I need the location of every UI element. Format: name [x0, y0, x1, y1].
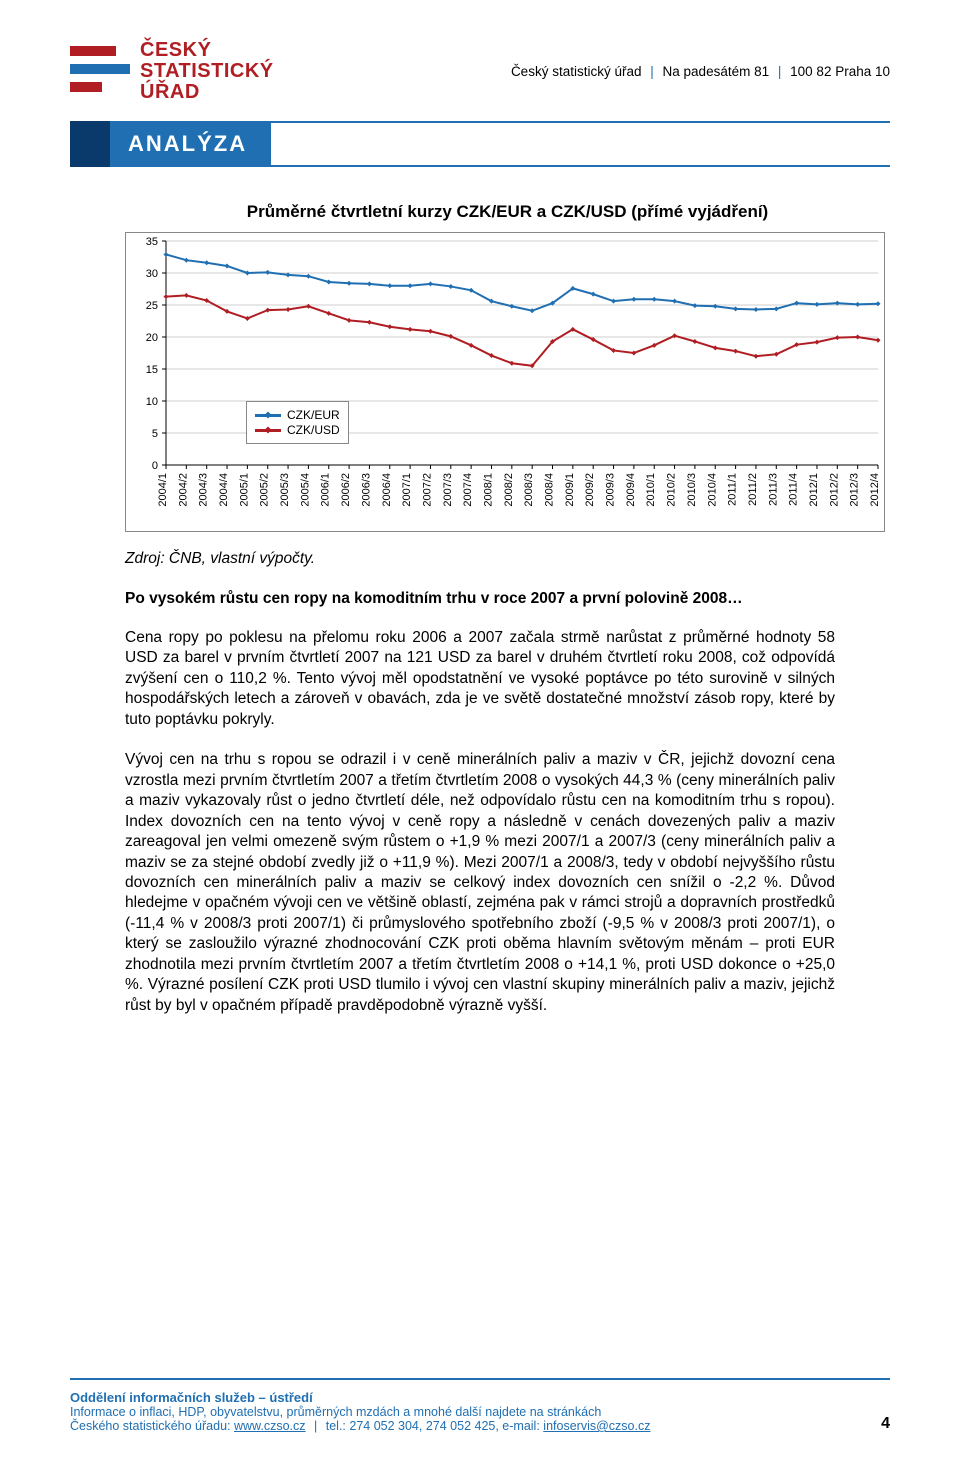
chart-svg: 0 5 10 15 20 25 30 35 2004/1 2004/2 2004/3 2004/4 20…: [126, 233, 885, 532]
svg-text:2008/2: 2008/2: [503, 473, 515, 507]
address-city: 100 82 Praha 10: [790, 64, 890, 79]
footer-tel: 274 052 304, 274 052 425: [349, 1419, 495, 1433]
body-paragraph: Vývoj cen na trhu s ropou se odrazil i v…: [125, 750, 835, 1016]
svg-text:2011/4: 2011/4: [788, 473, 800, 506]
chart-title: Průměrné čtvrtletní kurzy CZK/EUR a CZK/…: [125, 202, 890, 222]
address-street: Na padesátém 81: [663, 64, 770, 79]
svg-text:2007/4: 2007/4: [462, 473, 474, 507]
svg-text:10: 10: [146, 396, 158, 408]
svg-text:2008/1: 2008/1: [482, 473, 494, 507]
footer-email-link[interactable]: infoservis@czso.cz: [543, 1419, 650, 1433]
logo: ČESKÝ STATISTICKÝ ÚŘAD: [70, 40, 274, 103]
address-org: Český statistický úřad: [511, 64, 642, 79]
chart-source: Zdroj: ČNB, vlastní výpočty.: [125, 550, 890, 568]
svg-text:35: 35: [146, 236, 158, 248]
svg-text:2006/1: 2006/1: [320, 473, 332, 507]
svg-text:2011/2: 2011/2: [747, 473, 759, 506]
footer-site-link[interactable]: www.czso.cz: [234, 1419, 306, 1433]
svg-text:0: 0: [152, 460, 158, 472]
svg-text:2010/1: 2010/1: [645, 473, 657, 507]
svg-text:2012/4: 2012/4: [869, 473, 881, 507]
body-paragraph: Cena ropy po poklesu na přelomu roku 200…: [125, 628, 835, 730]
svg-text:2012/1: 2012/1: [808, 473, 820, 507]
svg-text:2010/3: 2010/3: [686, 473, 698, 507]
svg-text:2009/4: 2009/4: [625, 473, 637, 507]
svg-text:2008/3: 2008/3: [523, 473, 535, 507]
svg-text:2004/3: 2004/3: [198, 473, 210, 507]
svg-text:2006/3: 2006/3: [360, 473, 372, 507]
legend-item: CZK/USD: [255, 423, 340, 437]
svg-text:2009/3: 2009/3: [605, 473, 617, 507]
footer-tel-label: tel.:: [326, 1419, 350, 1433]
svg-text:15: 15: [146, 364, 158, 376]
logo-text-line: STATISTICKÝ: [140, 61, 274, 82]
legend-label: CZK/EUR: [287, 408, 340, 422]
logo-text-line: ÚŘAD: [140, 82, 274, 103]
svg-text:2004/2: 2004/2: [177, 473, 189, 507]
legend-label: CZK/USD: [287, 423, 340, 437]
separator-icon: |: [773, 64, 787, 79]
band-rule: [271, 121, 890, 167]
svg-text:2005/4: 2005/4: [299, 473, 311, 507]
legend-swatch-icon: [255, 414, 281, 417]
band-accent: [70, 121, 110, 167]
svg-text:2012/3: 2012/3: [849, 473, 861, 507]
svg-text:20: 20: [146, 332, 158, 344]
svg-text:2007/1: 2007/1: [401, 473, 413, 507]
separator-icon: |: [309, 1419, 322, 1433]
svg-text:2007/2: 2007/2: [421, 473, 433, 507]
page-number: 4: [881, 1415, 890, 1433]
svg-text:2009/1: 2009/1: [564, 473, 576, 507]
chart-block: Průměrné čtvrtletní kurzy CZK/EUR a CZK/…: [125, 202, 890, 532]
svg-text:2010/4: 2010/4: [706, 473, 718, 507]
svg-text:25: 25: [146, 300, 158, 312]
logo-text-line: ČESKÝ: [140, 40, 274, 61]
svg-text:2004/4: 2004/4: [218, 473, 230, 507]
svg-text:30: 30: [146, 268, 158, 280]
footer-contact: Českého statistického úřadu: www.czso.cz…: [70, 1419, 890, 1433]
logo-text: ČESKÝ STATISTICKÝ ÚŘAD: [140, 40, 274, 103]
svg-text:2005/1: 2005/1: [238, 473, 250, 507]
svg-text:2008/4: 2008/4: [544, 473, 556, 507]
svg-text:5: 5: [152, 428, 158, 440]
chart-legend: CZK/EURCZK/USD: [246, 401, 349, 444]
footer-dept: Oddělení informačních služeb – ústředí: [70, 1390, 890, 1405]
section-band: ANALÝZA: [70, 121, 890, 167]
legend-item: CZK/EUR: [255, 408, 340, 422]
footer-email-label: , e-mail:: [495, 1419, 543, 1433]
svg-text:2004/1: 2004/1: [157, 473, 169, 507]
separator-icon: |: [645, 64, 659, 79]
svg-text:2009/2: 2009/2: [584, 473, 596, 507]
footer-rule: [70, 1378, 890, 1380]
exchange-rate-chart: 0 5 10 15 20 25 30 35 2004/1 2004/2 2004/3 2004/4 20…: [125, 232, 885, 532]
svg-text:2006/4: 2006/4: [381, 473, 393, 507]
footer-org-prefix: Českého statistického úřadu:: [70, 1419, 234, 1433]
svg-text:2005/3: 2005/3: [279, 473, 291, 507]
svg-text:2011/3: 2011/3: [767, 473, 779, 506]
svg-text:2012/2: 2012/2: [828, 473, 840, 507]
svg-text:2011/1: 2011/1: [727, 473, 739, 506]
footer: Oddělení informačních služeb – ústředí I…: [70, 1378, 890, 1433]
band-title: ANALÝZA: [110, 121, 271, 167]
header: ČESKÝ STATISTICKÝ ÚŘAD Český statistický…: [70, 40, 890, 103]
legend-swatch-icon: [255, 429, 281, 432]
header-address: Český statistický úřad | Na padesátém 81…: [511, 64, 890, 79]
logo-icon: [70, 40, 130, 96]
svg-text:2005/2: 2005/2: [259, 473, 271, 507]
svg-text:2006/2: 2006/2: [340, 473, 352, 507]
svg-text:2007/3: 2007/3: [442, 473, 454, 507]
svg-text:2010/2: 2010/2: [666, 473, 678, 507]
section-subhead: Po vysokém růstu cen ropy na komoditním …: [125, 590, 835, 608]
footer-info: Informace o inflaci, HDP, obyvatelstvu, …: [70, 1405, 890, 1419]
